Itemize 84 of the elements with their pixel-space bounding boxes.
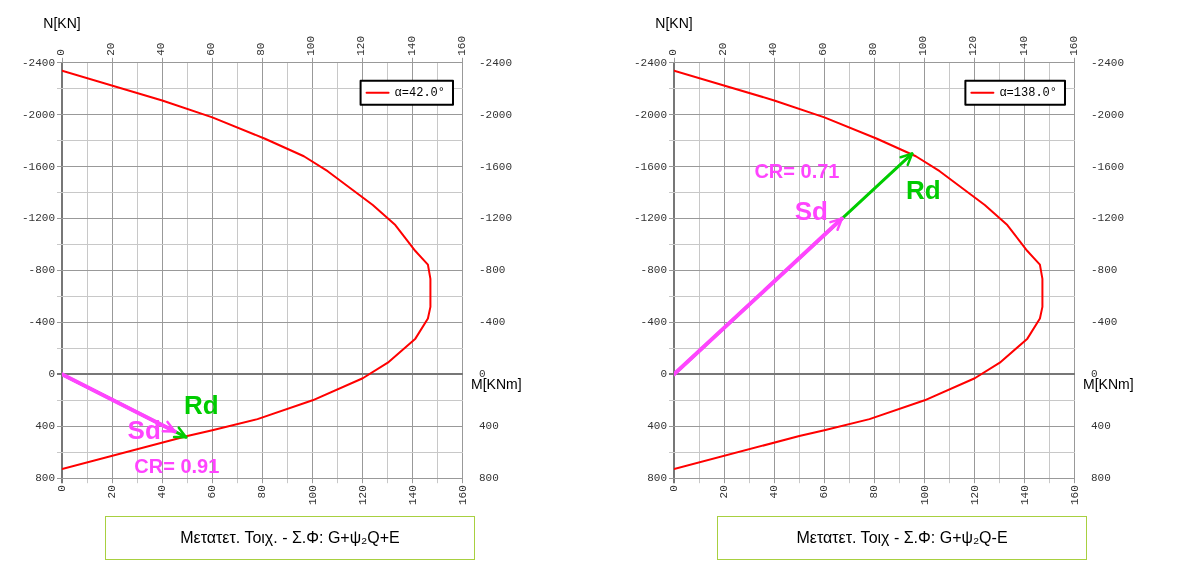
y2-tick-label: -2000 xyxy=(478,108,513,121)
y-tick-label: -2400 xyxy=(21,56,56,69)
y2-tick-label: -1600 xyxy=(478,160,513,173)
y2-tick-label: -400 xyxy=(1090,316,1118,329)
y2-tick-label: 800 xyxy=(478,472,499,485)
x2-tick-label: 140 xyxy=(406,485,419,506)
y-tick-label: 0 xyxy=(660,368,668,381)
y-tick-label: -2400 xyxy=(633,56,668,69)
y-tick-label: -1200 xyxy=(633,212,668,225)
x-tick-label: 20 xyxy=(716,42,729,56)
y-tick-label: -1200 xyxy=(21,212,56,225)
y2-tick-label: -1200 xyxy=(478,212,513,225)
x-tick-label: 0 xyxy=(666,49,679,56)
y2-tick-label: 800 xyxy=(1090,472,1111,485)
x-tick-label: 20 xyxy=(104,42,117,56)
y-tick-label: 400 xyxy=(35,420,56,433)
series-label: Sd xyxy=(127,414,161,445)
x-tick-label: 40 xyxy=(154,42,167,56)
x2-tick-label: 80 xyxy=(868,485,881,499)
y2-tick-label: -800 xyxy=(1090,264,1118,277)
text: Μετατετ. Τοιχ. - Σ.Φ: G+ψ₂Q+E xyxy=(105,516,475,560)
x2-tick-label: 160 xyxy=(456,485,469,506)
x2-tick-label: 0 xyxy=(55,485,68,492)
x-tick-label: 80 xyxy=(255,42,268,56)
x2-tick-label: 0 xyxy=(667,485,680,492)
y2-tick-label: -2400 xyxy=(1090,56,1125,69)
x-tick-label: 100 xyxy=(305,35,318,56)
x2-tick-label: 160 xyxy=(1068,485,1081,506)
x-tick-label: 120 xyxy=(967,35,980,56)
x2-tick-label: 100 xyxy=(918,485,931,506)
x2-tick-label: 40 xyxy=(156,485,169,499)
y-tick-label: -800 xyxy=(28,264,56,277)
y-axis-title: N[KN] xyxy=(43,14,81,31)
x-tick-label: 0 xyxy=(54,49,67,56)
y-tick-label: -800 xyxy=(640,264,668,277)
x-tick-label: 60 xyxy=(817,42,830,56)
y2-tick-label: -1600 xyxy=(1090,160,1125,173)
y2-tick-label: -2400 xyxy=(478,56,513,69)
legend-label: α=42.0° xyxy=(394,85,446,100)
y2-tick-label: -2000 xyxy=(1090,108,1125,121)
series-label: Sd xyxy=(794,195,828,226)
x-tick-label: 160 xyxy=(1067,35,1080,56)
x-axis-title: M[KNm] xyxy=(1082,376,1134,393)
legend-label: α=138.0° xyxy=(999,85,1057,100)
y-tick-label: -1600 xyxy=(21,160,56,173)
y-tick-label: -2000 xyxy=(21,108,56,121)
x2-tick-label: 20 xyxy=(106,485,119,499)
x-tick-label: 140 xyxy=(405,35,418,56)
y-axis-title: N[KN] xyxy=(655,14,693,31)
x-tick-label: 80 xyxy=(867,42,880,56)
y2-tick-label: -800 xyxy=(478,264,506,277)
y2-tick-label: 400 xyxy=(478,420,499,433)
x2-tick-label: 20 xyxy=(718,485,731,499)
x-tick-label: 140 xyxy=(1017,35,1030,56)
y-tick-label: -2000 xyxy=(633,108,668,121)
x-axis-title: M[KNm] xyxy=(470,376,522,393)
annotation: CR= 0.71 xyxy=(754,160,840,183)
y-tick-label: -400 xyxy=(28,316,56,329)
x-tick-label: 40 xyxy=(766,42,779,56)
y-tick-label: -400 xyxy=(640,316,668,329)
x2-tick-label: 40 xyxy=(768,485,781,499)
text: Μετατετ. Τοιχ - Σ.Φ: G+ψ₂Q-E xyxy=(717,516,1087,560)
x-tick-label: 160 xyxy=(455,35,468,56)
x2-tick-label: 140 xyxy=(1018,485,1031,506)
y-tick-label: 800 xyxy=(35,472,56,485)
y2-tick-label: -400 xyxy=(478,316,506,329)
y-tick-label: 800 xyxy=(647,472,668,485)
y-tick-label: -1600 xyxy=(633,160,668,173)
annotation: CR= 0.91 xyxy=(134,454,220,477)
x2-tick-label: 60 xyxy=(818,485,831,499)
x2-tick-label: 100 xyxy=(306,485,319,506)
x-tick-label: 120 xyxy=(355,35,368,56)
series-label: Rd xyxy=(906,174,941,205)
x2-tick-label: 60 xyxy=(206,485,219,499)
x2-tick-label: 120 xyxy=(356,485,369,506)
x-tick-label: 100 xyxy=(917,35,930,56)
y-tick-label: 400 xyxy=(647,420,668,433)
x2-tick-label: 80 xyxy=(256,485,269,499)
x-tick-label: 60 xyxy=(205,42,218,56)
x2-tick-label: 120 xyxy=(968,485,981,506)
y-tick-label: 0 xyxy=(48,368,56,381)
y2-tick-label: -1200 xyxy=(1090,212,1125,225)
series-label: Rd xyxy=(184,390,219,421)
y2-tick-label: 400 xyxy=(1090,420,1111,433)
